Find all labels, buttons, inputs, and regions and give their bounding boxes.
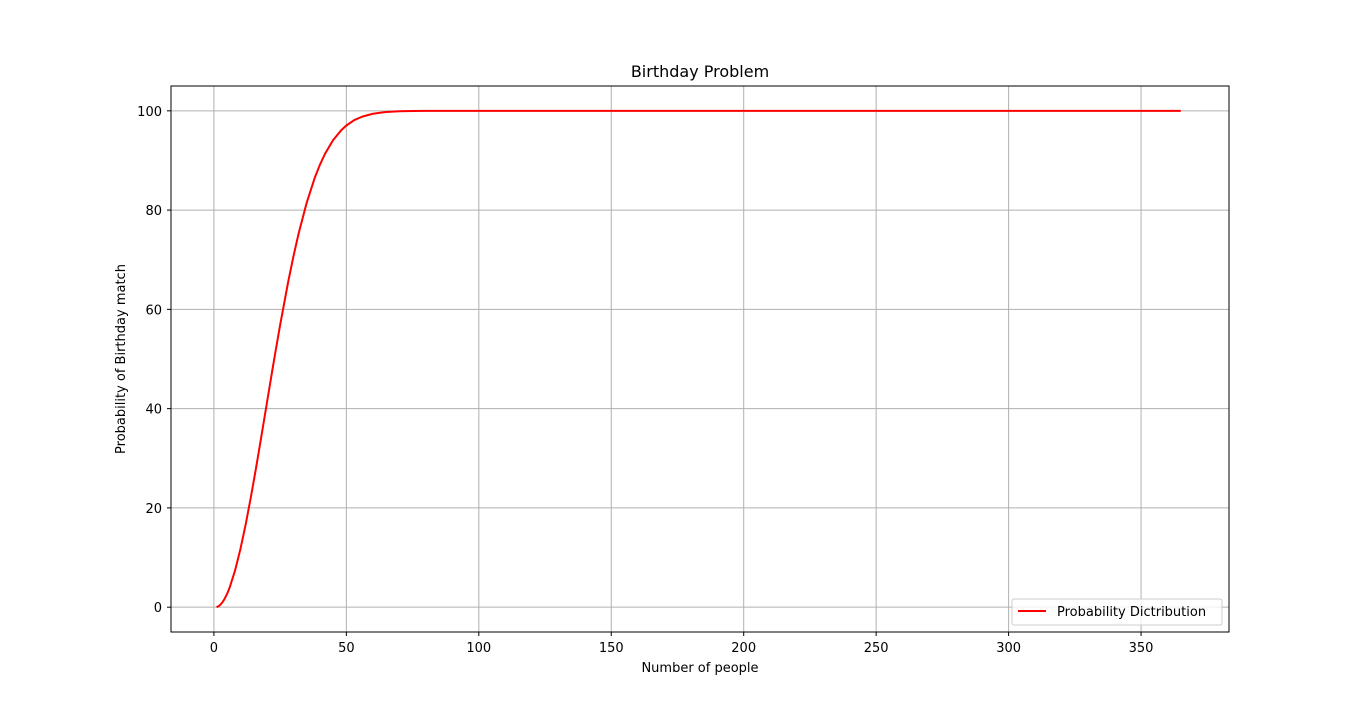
y-tick-label: 80 xyxy=(145,204,162,219)
x-tick-label: 100 xyxy=(466,641,491,656)
chart-title: Birthday Problem xyxy=(631,62,769,81)
legend-label: Probability Dictribution xyxy=(1057,605,1206,620)
x-tick-label: 350 xyxy=(1129,641,1154,656)
series-layer xyxy=(216,109,1181,609)
x-tick-label: 250 xyxy=(864,641,889,656)
y-tick-label: 60 xyxy=(145,303,162,318)
y-axis-title: Probability of Birthday match xyxy=(114,264,129,454)
y-tick-label: 0 xyxy=(154,601,162,616)
plot-frame xyxy=(170,85,1230,633)
series-line xyxy=(216,109,1181,609)
axis-ticks: 0 50 100 150 200 250 300 350 0 20 40 60 80 100 xyxy=(137,105,1153,656)
legend-box xyxy=(1011,598,1223,626)
y-tick-label: 20 xyxy=(145,502,162,517)
x-tick-label: 150 xyxy=(599,641,624,656)
x-tick-label: 300 xyxy=(996,641,1021,656)
y-tick-label: 100 xyxy=(137,105,162,120)
legend: Probability Dictribution xyxy=(1011,598,1223,626)
x-tick-label: 200 xyxy=(731,641,756,656)
x-axis-title: Number of people xyxy=(641,661,758,676)
y-tick-label: 40 xyxy=(145,403,162,418)
x-tick-label: 0 xyxy=(210,641,218,656)
x-tick-label: 50 xyxy=(338,641,355,656)
